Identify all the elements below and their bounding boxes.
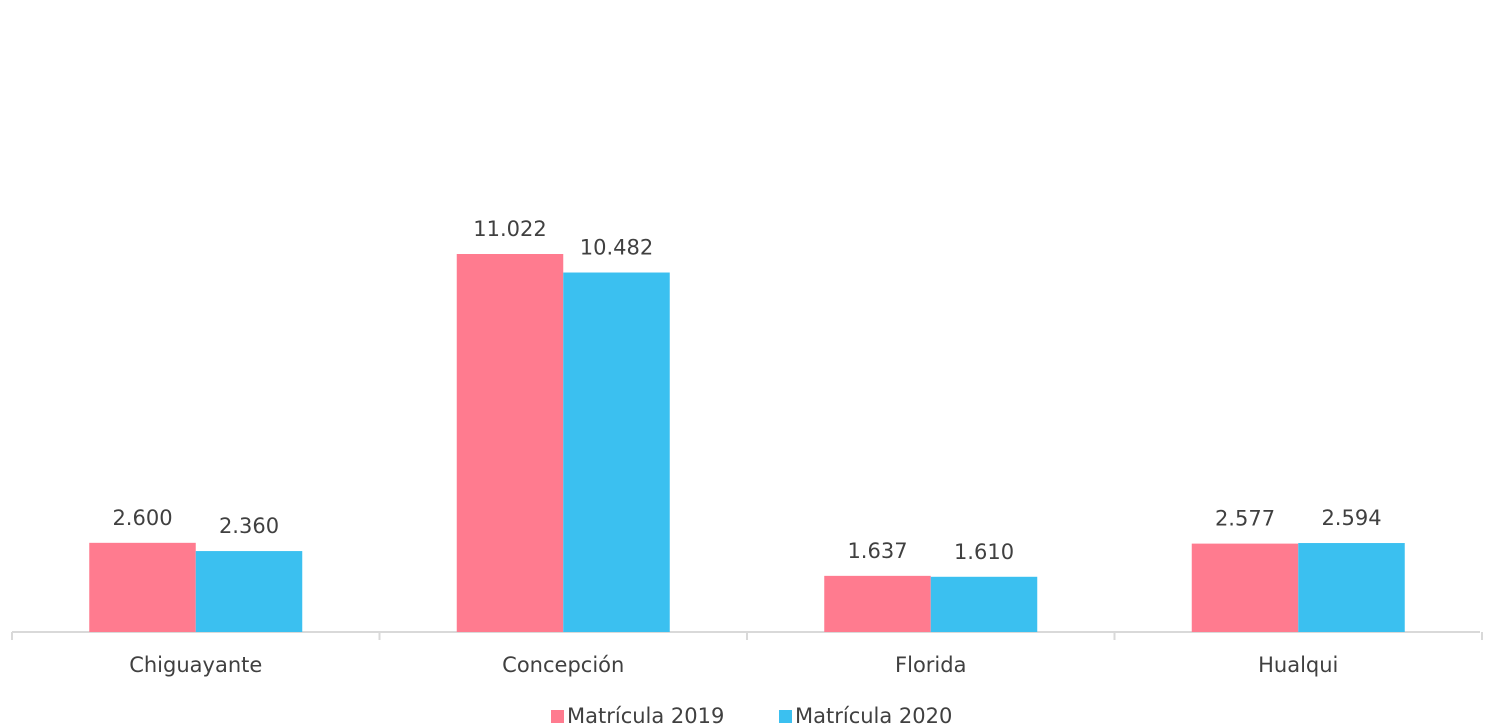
bar <box>1191 543 1299 632</box>
x-tick-label: Hualqui <box>1258 653 1338 677</box>
x-tick-label: Florida <box>895 653 966 677</box>
bar <box>563 272 670 632</box>
bar <box>824 575 931 632</box>
value-label: 2.600 <box>112 506 172 530</box>
bar <box>930 576 1038 632</box>
value-label: 11.022 <box>473 217 546 241</box>
value-label: 2.577 <box>1215 507 1275 531</box>
legend-label: Matrícula 2019 <box>567 704 724 728</box>
value-label: 1.637 <box>847 539 907 563</box>
legend-label: Matrícula 2020 <box>795 704 952 728</box>
value-label: 2.360 <box>219 514 279 538</box>
bar <box>456 254 564 632</box>
value-label: 2.594 <box>1321 506 1381 530</box>
bar <box>195 551 303 632</box>
value-label: 1.610 <box>954 540 1014 564</box>
value-label: 10.482 <box>580 236 653 260</box>
legend-swatch <box>551 710 564 723</box>
legend-swatch <box>779 710 792 723</box>
bar <box>89 542 196 632</box>
bar <box>1298 543 1405 632</box>
x-tick-label: Chiguayante <box>129 653 262 677</box>
x-tick-label: Concepción <box>502 653 624 677</box>
